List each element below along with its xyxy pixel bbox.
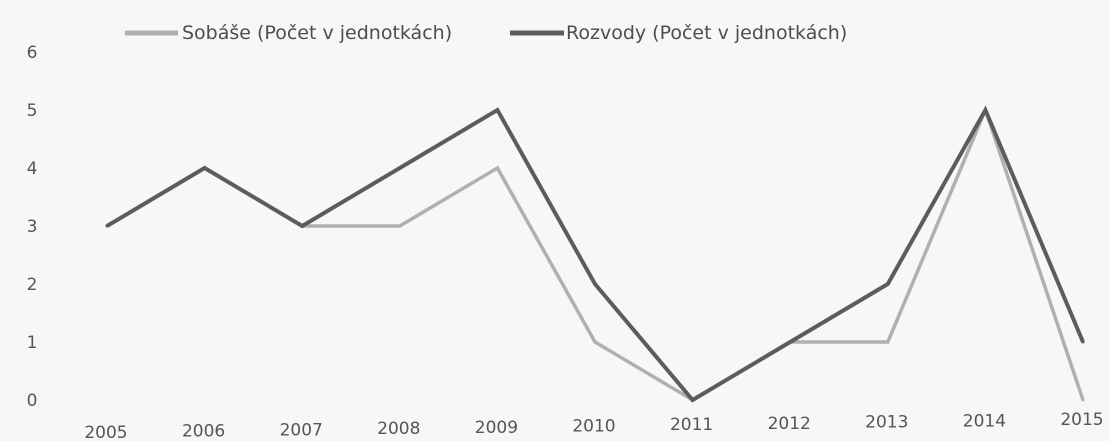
y-tick-label: 6 xyxy=(27,43,38,63)
data-point xyxy=(788,340,792,344)
x-axis: 2005 2006 2007 2008 2009 2010 2011 2012 2013 2014… xyxy=(84,410,1103,441)
y-tick-label: 2 xyxy=(27,275,38,295)
data-point xyxy=(593,340,597,344)
data-point xyxy=(691,398,695,402)
data-point xyxy=(886,340,890,344)
y-axis: 0 1 2 3 4 5 6 xyxy=(27,43,38,411)
data-point xyxy=(398,166,402,170)
plot-area xyxy=(105,105,1085,403)
legend-label-sobase: Sobáše (Počet v jednotkách) xyxy=(182,22,452,44)
data-point xyxy=(398,224,402,228)
data-point xyxy=(495,166,499,170)
x-tick-label: 2005 xyxy=(84,423,127,441)
data-point xyxy=(203,166,207,170)
data-point xyxy=(1081,340,1085,344)
x-tick-label: 2009 xyxy=(475,418,518,438)
data-point xyxy=(593,282,597,286)
data-point xyxy=(1081,398,1085,402)
x-tick-label: 2015 xyxy=(1060,410,1103,430)
x-tick-label: 2007 xyxy=(280,420,323,440)
y-tick-label: 5 xyxy=(27,101,38,121)
y-tick-label: 4 xyxy=(27,159,38,179)
x-tick-label: 2010 xyxy=(572,417,615,437)
data-point xyxy=(495,108,499,112)
y-tick-label: 1 xyxy=(27,333,38,353)
y-tick-label: 3 xyxy=(27,217,38,237)
series-line-rozvody xyxy=(105,105,1085,403)
chart-legend: Sobáše (Počet v jednotkách) Rozvody (Poč… xyxy=(125,22,847,44)
series-line-sobase xyxy=(106,105,1085,403)
x-tick-label: 2014 xyxy=(963,411,1006,431)
data-point xyxy=(886,282,890,286)
x-tick-label: 2006 xyxy=(182,422,225,441)
x-tick-label: 2013 xyxy=(865,413,908,433)
y-tick-label: 0 xyxy=(27,391,38,411)
x-tick-label: 2008 xyxy=(377,419,420,439)
data-point xyxy=(300,224,304,228)
data-point xyxy=(105,224,109,228)
legend-label-rozvody: Rozvody (Počet v jednotkách) xyxy=(566,22,847,44)
x-tick-label: 2012 xyxy=(768,414,811,434)
x-tick-label: 2011 xyxy=(670,415,713,435)
data-point xyxy=(983,108,987,112)
